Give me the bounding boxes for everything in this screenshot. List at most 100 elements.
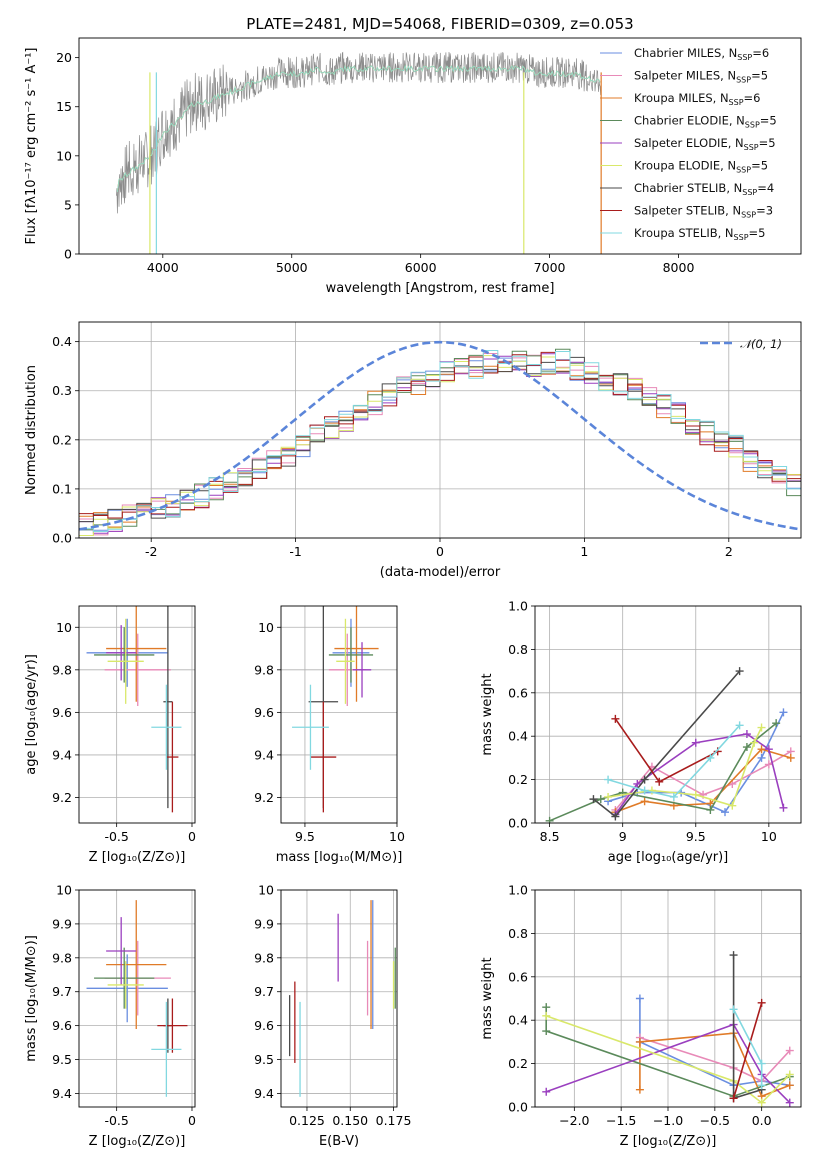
mass-weight-marker — [735, 721, 744, 730]
mass-weight-marker — [542, 1087, 551, 1096]
x-tick-label: 8.5 — [540, 829, 560, 844]
legend-subscript: SSP — [729, 98, 744, 107]
mass-weight-marker — [640, 786, 649, 795]
grid — [281, 606, 398, 823]
legend-entry: Kroupa ELODIE, NSSP=5 — [634, 159, 768, 175]
y-tick-label: 9.4 — [52, 747, 72, 762]
plot-area — [542, 951, 794, 1107]
x-tick-label: -0.5 — [104, 1113, 128, 1128]
y-tick-label: 9.8 — [254, 950, 274, 965]
grid — [79, 606, 195, 823]
mass-weight-marker — [728, 801, 737, 810]
panel-residuals: -2 -1 0 1 2 0.0 0.1 0.2 0.3 0.4 (data-model)/error… — [24, 321, 802, 580]
mass-weight-marker — [706, 805, 715, 814]
mass-weight-marker — [589, 795, 598, 804]
mass-weight-marker — [750, 738, 759, 747]
observed-spectrum — [116, 51, 602, 214]
mass-weight-marker — [669, 792, 678, 801]
x-axis-label: Z [log₁₀(Z/Z⊙)] — [89, 1134, 186, 1149]
legend-count: =5 — [760, 114, 777, 128]
mass-weight-marker — [779, 803, 788, 812]
legend-count: =6 — [744, 91, 761, 105]
mass-weight-marker — [742, 743, 751, 752]
mass-weight-marker — [764, 745, 773, 754]
y-tick-label: 9.8 — [52, 662, 72, 677]
legend-name: Chabrier STELIB, N — [634, 181, 742, 195]
x-tick-label: 5000 — [276, 260, 308, 275]
mass-weight-line — [545, 1015, 791, 1104]
errorbar-point — [94, 627, 155, 683]
legend-count: =3 — [756, 204, 773, 218]
y-tick-label: 0.3 — [52, 383, 72, 398]
y-tick-label: 9.8 — [254, 662, 274, 677]
legend-name: Kroupa STELIB, N — [634, 226, 734, 240]
mass-weight-marker — [604, 775, 613, 784]
mass-weight-marker — [757, 1081, 766, 1090]
legend-entry: Chabrier ELODIE, NSSP=5 — [634, 114, 777, 130]
x-tick-label: 10 — [761, 829, 777, 844]
panel-mass-vs-EBV: 0.125 0.150 0.175 9.4 9.5 9.6 9.7 9.8 9.9 10 E(B-V… — [254, 883, 411, 1150]
y-tick-label: 5 — [64, 197, 72, 212]
y-tick-label: 9.2 — [52, 790, 72, 805]
y-tick-label: 0.4 — [508, 729, 528, 744]
mass-weight-line — [614, 718, 719, 783]
y-tick-label: 1.0 — [508, 599, 528, 614]
mass-weight-marker — [785, 1070, 794, 1079]
x-tick-label: 2 — [725, 544, 733, 559]
x-tick-label: 0 — [436, 544, 444, 559]
panel-weight-vs-Z: −2.0 −1.5 −1.0 −0.5 0.0 0.0 0.2 0.4 0.6 0.8 1.0 Z [… — [480, 883, 802, 1149]
mass-weight-marker — [735, 667, 744, 676]
mass-weight-marker — [785, 1098, 794, 1107]
plot-area — [289, 900, 396, 1097]
mass-weight-marker — [729, 1094, 738, 1103]
errorbar-point — [336, 618, 355, 704]
errorbar-point — [107, 618, 144, 704]
mass-weight-marker — [742, 730, 751, 739]
legend-name: Kroupa ELODIE, N — [634, 159, 736, 173]
x-tick-label: 9.5 — [686, 829, 706, 844]
legend-name: Kroupa MILES, N — [634, 91, 729, 105]
x-tick-label: 9 — [619, 829, 627, 844]
legend-count: =5 — [759, 136, 776, 150]
errorbar-point — [106, 625, 137, 681]
y-tick-label: 1.0 — [508, 883, 528, 898]
legend-count: =4 — [757, 181, 774, 195]
mass-weight-marker — [545, 816, 554, 823]
axes: -0.5 0 9.4 9.5 9.6 9.7 9.8 9.9 10 Z [log₁₀(Z/Z⊙)]… — [24, 883, 196, 1150]
mass-weight-marker — [706, 753, 715, 762]
panel-age-vs-Z: -0.5 0 9.2 9.4 9.6 9.8 10 Z [log₁₀(Z/Z⊙)] age [l… — [24, 605, 196, 865]
axes-frame — [280, 605, 398, 824]
legend-entry: Kroupa MILES, NSSP=6 — [634, 91, 760, 107]
y-tick-label: 9.4 — [52, 1086, 72, 1101]
grid — [281, 889, 397, 1107]
y-tick-label: 9.4 — [254, 747, 274, 762]
y-tick-label: 0.4 — [52, 334, 72, 349]
y-tick-label: 9.4 — [254, 1086, 274, 1101]
x-tick-label: 8000 — [663, 260, 695, 275]
legend-entry: Kroupa STELIB, NSSP=5 — [634, 226, 765, 242]
mass-weight-marker — [779, 708, 788, 717]
y-tick-label: 10 — [258, 883, 274, 898]
legend-gaussian: 𝒩(0, 1) — [740, 337, 782, 351]
legend-name: Salpeter MILES, N — [634, 69, 736, 83]
legend-subscript: SSP — [742, 188, 757, 197]
mass-weight-marker — [757, 745, 766, 754]
x-tick-label: 7000 — [534, 260, 566, 275]
y-tick-label: 10 — [258, 620, 274, 635]
errorbar-point — [106, 606, 167, 702]
y-tick-label: 0.2 — [52, 432, 72, 447]
legend-subscript: SSP — [734, 233, 749, 242]
mass-weight-marker — [785, 1046, 794, 1055]
x-tick-label: 0.175 — [376, 1113, 412, 1128]
axes: 4000 5000 6000 7000 8000 0 5 10 15 20 wavelength [… — [24, 37, 802, 296]
errorbar-point — [151, 1001, 182, 1097]
x-axis-label: mass [log₁₀(M/M⊙)] — [276, 850, 403, 865]
x-tick-label: −0.5 — [700, 1113, 730, 1128]
y-tick-label: 0.6 — [508, 969, 528, 984]
x-tick-label: -0.5 — [104, 829, 128, 844]
mass-weight-marker — [757, 1059, 766, 1068]
errorbar-point — [106, 900, 167, 1030]
x-tick-label: 0 — [188, 1113, 196, 1128]
